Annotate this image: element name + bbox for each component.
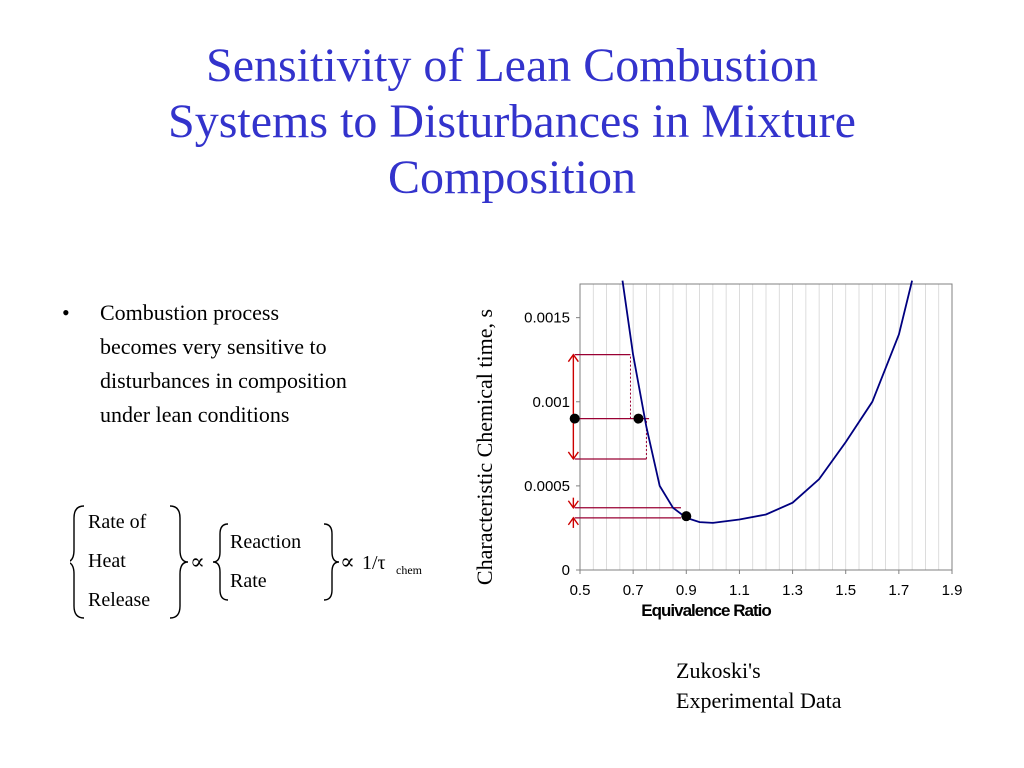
chart-annotations	[567, 353, 681, 528]
x-tick-label: 1.7	[888, 582, 909, 599]
chart-grid	[579, 284, 953, 570]
middle-brace-open	[212, 523, 229, 601]
annotation-arrowhead	[567, 353, 579, 363]
data-marker	[681, 511, 692, 522]
chem-subscript: chem	[396, 563, 423, 577]
x-tick-label: 1.9	[942, 582, 963, 599]
x-tick-label: 1.3	[782, 582, 803, 599]
formula-term: Rate of	[88, 511, 147, 533]
x-axis-label: Equivalence Ratio	[641, 601, 771, 620]
chemical-time-chart: 0.5 0.7 0.9 1.1 1.3 1.5 1.7 1.9 0 0.0005 0.001 0.00…	[472, 280, 962, 620]
left-brace-close	[169, 505, 189, 619]
title-line: Sensitivity of Lean Combustion	[206, 39, 818, 92]
annotation-arrowhead	[567, 516, 579, 526]
formula-term: Heat	[88, 550, 126, 572]
bullet-item: • Combustion process becomes very sensit…	[62, 296, 442, 432]
x-tick-label: 1.5	[835, 582, 856, 599]
proportional-symbol: ∝	[340, 549, 355, 574]
middle-brace-close	[323, 523, 340, 601]
title-line: Composition	[387, 151, 637, 204]
slide-title: Sensitivity of Lean Combustion Systems t…	[40, 38, 984, 206]
bullet-line: under lean conditions	[100, 402, 290, 427]
annotation-arrowhead	[567, 451, 579, 461]
caption-line: Experimental Data	[676, 688, 842, 713]
chart-ticks: 0.5 0.7 0.9 1.1 1.3 1.5 1.7 1.9 0 0.0005 0.001 0.00…	[524, 310, 962, 599]
x-tick-label: 0.7	[623, 582, 644, 599]
y-tick-label: 0	[562, 562, 570, 579]
formula-term: Reaction	[230, 531, 301, 553]
x-tick-label: 0.9	[676, 582, 697, 599]
proportionality-formula: Rate of Heat Release ∝ Reaction Rate ∝ 1…	[70, 505, 423, 619]
x-tick-label: 1.1	[729, 582, 750, 599]
proportional-symbol: ∝	[190, 549, 205, 574]
y-axis-label: Characteristic Chemical time, s	[472, 309, 497, 585]
chem-time-term: 1/τ	[362, 552, 386, 574]
bullet-line: Combustion process	[100, 300, 280, 325]
bullet-marker: •	[62, 300, 70, 325]
left-brace-open	[70, 505, 85, 619]
y-tick-label: 0.0015	[524, 310, 570, 327]
plot-area	[579, 283, 953, 571]
formula-term: Release	[88, 589, 150, 611]
annotation-arrowhead	[567, 500, 579, 509]
bullet-line: disturbances in composition	[100, 368, 347, 393]
y-tick-label: 0.0005	[524, 478, 570, 495]
chart-markers	[569, 413, 692, 522]
formula-term: Rate	[230, 570, 267, 592]
data-marker	[569, 413, 580, 424]
title-line: Systems to Disturbances in Mixture	[168, 95, 856, 148]
series-line	[621, 280, 913, 524]
chart-caption: Zukoski's Experimental Data	[676, 656, 842, 716]
bullet-line: becomes very sensitive to	[100, 334, 327, 359]
caption-line: Zukoski's	[676, 658, 761, 683]
y-tick-label: 0.001	[532, 394, 570, 411]
data-marker	[633, 413, 644, 424]
x-tick-label: 0.5	[570, 582, 591, 599]
bullet-list: • Combustion process becomes very sensit…	[62, 296, 442, 432]
